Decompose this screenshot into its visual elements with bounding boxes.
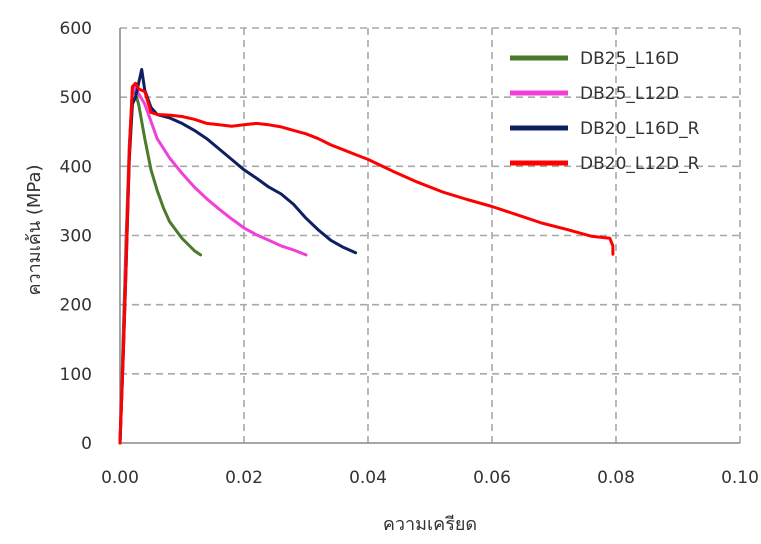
y-tick-label: 300 [60,227,92,247]
series-line-4 [118,81,615,445]
y-tick-label: 100 [60,365,92,385]
axis-titles: ความเครียด ความเค้น (MPa) [24,165,477,536]
x-tick-label: 0.06 [473,468,511,488]
x-tick-label: 0.08 [597,468,635,488]
x-tick-label: 0.10 [721,468,759,488]
grid [120,27,741,443]
series-line-3 [118,68,358,445]
y-tick-label: 400 [60,157,92,177]
legend-label: DB25_L16D [580,49,679,69]
y-axis-title: ความเค้น (MPa) [24,165,45,296]
y-tick-label: 500 [60,88,92,108]
x-tick-label: 0.02 [225,468,263,488]
series-line-2 [118,85,308,445]
x-tick-label: 0.00 [101,468,139,488]
y-tick-label: 200 [60,296,92,316]
legend-label: DB25_L12D [580,84,679,104]
legend: DB25_L16D DB25_L12D DB20_L16D_R DB20_L12D_R [510,49,700,174]
legend-label: DB20_L16D_R [580,119,700,139]
x-axis-title: ความเครียด [383,514,477,535]
y-tick-label: 600 [60,19,92,39]
x-tick-label: 0.04 [349,468,387,488]
y-tick-label: 0 [81,434,92,454]
series [118,68,615,445]
axes: 0 100 200 300 400 500 600 0.00 0.02 0.04 0.06 0.08 0… [60,19,759,488]
legend-label: DB20_L12D_R [580,154,700,174]
